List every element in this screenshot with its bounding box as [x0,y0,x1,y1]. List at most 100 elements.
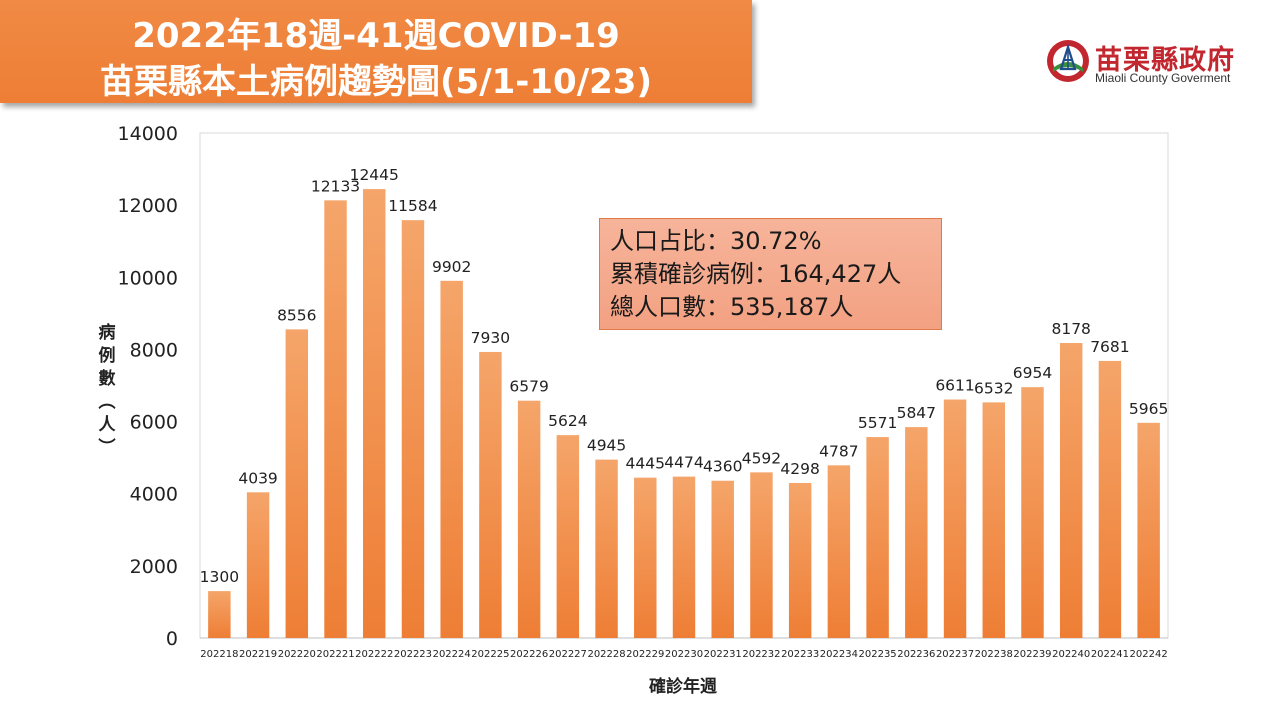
y-axis-title-char: ︵ [98,392,116,412]
bar-202219 [246,492,270,638]
bar-value-label: 8556 [277,306,316,324]
x-tick-label: 202241 [1091,649,1129,660]
bar-202239 [1021,387,1044,638]
bar-value-label: 5965 [1129,400,1168,418]
bar-202227 [556,435,580,638]
bar-202242 [1137,422,1160,638]
x-tick-label: 202230 [665,649,703,660]
x-tick-label: 202240 [1052,649,1090,660]
x-tick-label: 202233 [781,649,819,660]
bar-202223 [401,220,425,639]
summary-box: 人口占比：30.72% 累積確診病例：164,427人 總人口數：535,187… [599,218,942,330]
bar-value-label: 9902 [432,258,471,276]
bar-202235 [866,437,889,638]
bar-value-label: 7930 [471,329,510,347]
x-axis-title: 確診年週 [649,677,717,697]
bar-202220 [285,329,309,638]
bar-202218 [208,591,231,638]
bar-202233 [788,482,812,638]
bar-202231 [711,480,734,638]
x-tick-label: 202242 [1130,649,1168,660]
population-ratio: 人口占比：30.72% [610,227,822,255]
x-tick-label: 202229 [626,649,664,660]
x-tick-label: 202227 [549,649,587,660]
x-tick-label: 202234 [820,649,858,660]
x-tick-label: 202222 [355,649,393,660]
bar-202232 [750,472,773,638]
y-tick-label: 12000 [118,195,178,217]
y-tick-label: 6000 [130,412,178,434]
bar-value-label: 6579 [509,378,548,396]
y-tick-label: 8000 [130,339,178,361]
bar-202228 [595,459,618,638]
bar-202226 [517,400,541,638]
bar-value-label: 4592 [742,449,781,467]
bar-value-label: 4945 [587,437,626,455]
y-axis-title-char: 數 [98,369,116,389]
bar-202236 [905,427,928,638]
chart-title-line2: 苗栗縣本土病例趨勢圖(5/1-10/23) [100,62,652,102]
x-tick-label: 202239 [1013,649,1051,660]
bar-value-label: 6954 [1013,364,1052,382]
title-banner: 2022年18週-41週COVID-19 苗栗縣本土病例趨勢圖(5/1-10/2… [0,0,752,103]
y-tick-label: 2000 [130,556,178,578]
y-axis-title-char: ︶ [98,438,116,458]
bar-value-label: 5624 [548,412,587,430]
x-tick-label: 202238 [975,649,1013,660]
bar-202221 [324,200,347,639]
bar-value-label: 4445 [626,455,665,473]
x-tick-label: 202237 [936,649,974,660]
bar-202224 [440,280,463,638]
bar-202241 [1098,360,1122,638]
x-tick-label: 202226 [510,649,548,660]
y-tick-label: 14000 [118,123,178,145]
x-tick-label: 202221 [316,649,354,660]
miaoli-county-emblem-icon [1047,40,1089,82]
y-tick-label: 0 [166,628,178,650]
bar-value-label: 6611 [935,377,974,395]
county-name: 苗栗縣政府 [1095,45,1235,76]
bar-value-label: 4298 [780,460,819,478]
y-axis-title-char: 病 [98,323,116,343]
bar-202225 [479,351,502,638]
bar-202222 [363,189,386,638]
chart-title-line1: 2022年18週-41週COVID-19 [132,16,620,56]
bar-value-label: 5847 [897,404,936,422]
y-tick-label: 4000 [130,484,178,506]
x-tick-label: 202218 [200,649,238,660]
bar-value-label: 5571 [858,414,897,432]
y-axis-title-char: 例 [98,346,116,366]
bar-202230 [672,476,696,638]
x-tick-label: 202223 [394,649,432,660]
bar-202238 [982,402,1005,638]
county-name-english: Miaoli County Goverment [1095,71,1231,85]
x-tick-label: 202224 [433,649,471,660]
bar-value-label: 11584 [388,197,437,215]
x-tick-label: 202220 [278,649,316,660]
bar-value-label: 7681 [1090,338,1129,356]
bar-202234 [827,465,851,638]
y-axis-title-char: 人 [98,415,116,435]
bar-value-label: 6532 [974,379,1013,397]
bar-value-label: 8178 [1051,320,1090,338]
bar-value-label: 4039 [238,469,277,487]
x-tick-label: 202231 [704,649,742,660]
x-tick-label: 202236 [897,649,935,660]
bar-202240 [1059,343,1083,638]
y-tick-label: 10000 [118,267,178,289]
cumulative-cases: 累積確診病例：164,427人 [610,260,902,288]
bar-202229 [634,477,657,638]
x-tick-label: 202235 [859,649,897,660]
x-tick-label: 202225 [471,649,509,660]
bar-value-label: 4360 [703,458,742,476]
bar-value-label: 12445 [350,166,399,184]
x-tick-label: 202228 [587,649,625,660]
x-tick-label: 202219 [239,649,277,660]
bar-value-label: 12133 [311,177,360,195]
bar-value-label: 4787 [819,442,858,460]
x-tick-label: 202232 [742,649,780,660]
bar-value-label: 1300 [200,568,239,586]
bar-202237 [943,399,967,638]
county-logo: 苗栗縣政府 Miaoli County Goverment [1045,38,1255,90]
